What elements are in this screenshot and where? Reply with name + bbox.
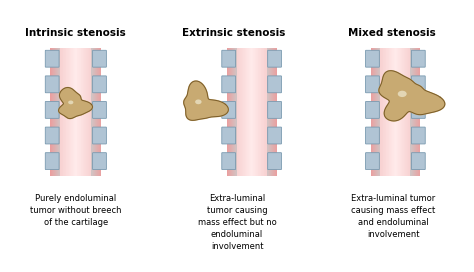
Polygon shape (184, 81, 228, 120)
FancyBboxPatch shape (92, 101, 106, 118)
FancyBboxPatch shape (411, 153, 425, 169)
Polygon shape (59, 88, 92, 119)
FancyBboxPatch shape (365, 50, 379, 67)
FancyBboxPatch shape (46, 76, 59, 93)
FancyBboxPatch shape (411, 127, 425, 144)
FancyBboxPatch shape (92, 76, 106, 93)
Text: Purely endoluminal
tumor without breech
of the cartilage: Purely endoluminal tumor without breech … (30, 194, 122, 227)
FancyBboxPatch shape (365, 127, 379, 144)
FancyBboxPatch shape (222, 76, 236, 93)
FancyBboxPatch shape (92, 127, 106, 144)
FancyBboxPatch shape (222, 153, 236, 169)
FancyBboxPatch shape (268, 127, 282, 144)
FancyBboxPatch shape (92, 50, 106, 67)
Text: Extra-luminal
tumor causing
mass effect but no
endoluminal
involvement: Extra-luminal tumor causing mass effect … (198, 194, 276, 251)
Polygon shape (379, 71, 445, 121)
FancyBboxPatch shape (365, 153, 379, 169)
FancyBboxPatch shape (268, 76, 282, 93)
FancyBboxPatch shape (268, 101, 282, 118)
Title: Intrinsic stenosis: Intrinsic stenosis (26, 28, 126, 38)
Title: Mixed stenosis: Mixed stenosis (348, 28, 436, 38)
FancyBboxPatch shape (46, 153, 59, 169)
FancyBboxPatch shape (411, 101, 425, 118)
FancyBboxPatch shape (222, 127, 236, 144)
Ellipse shape (68, 100, 73, 104)
FancyBboxPatch shape (222, 50, 236, 67)
Ellipse shape (398, 91, 407, 97)
Ellipse shape (195, 100, 201, 104)
Text: Extra-luminal tumor
causing mass effect
and endoluminal
involvement: Extra-luminal tumor causing mass effect … (351, 194, 436, 239)
FancyBboxPatch shape (46, 101, 59, 118)
FancyBboxPatch shape (268, 50, 282, 67)
FancyBboxPatch shape (411, 76, 425, 93)
FancyBboxPatch shape (222, 101, 236, 118)
FancyBboxPatch shape (46, 50, 59, 67)
FancyBboxPatch shape (268, 153, 282, 169)
FancyBboxPatch shape (92, 153, 106, 169)
FancyBboxPatch shape (46, 127, 59, 144)
FancyBboxPatch shape (365, 101, 379, 118)
FancyBboxPatch shape (365, 76, 379, 93)
Title: Extrinsic stenosis: Extrinsic stenosis (182, 28, 285, 38)
FancyBboxPatch shape (411, 50, 425, 67)
